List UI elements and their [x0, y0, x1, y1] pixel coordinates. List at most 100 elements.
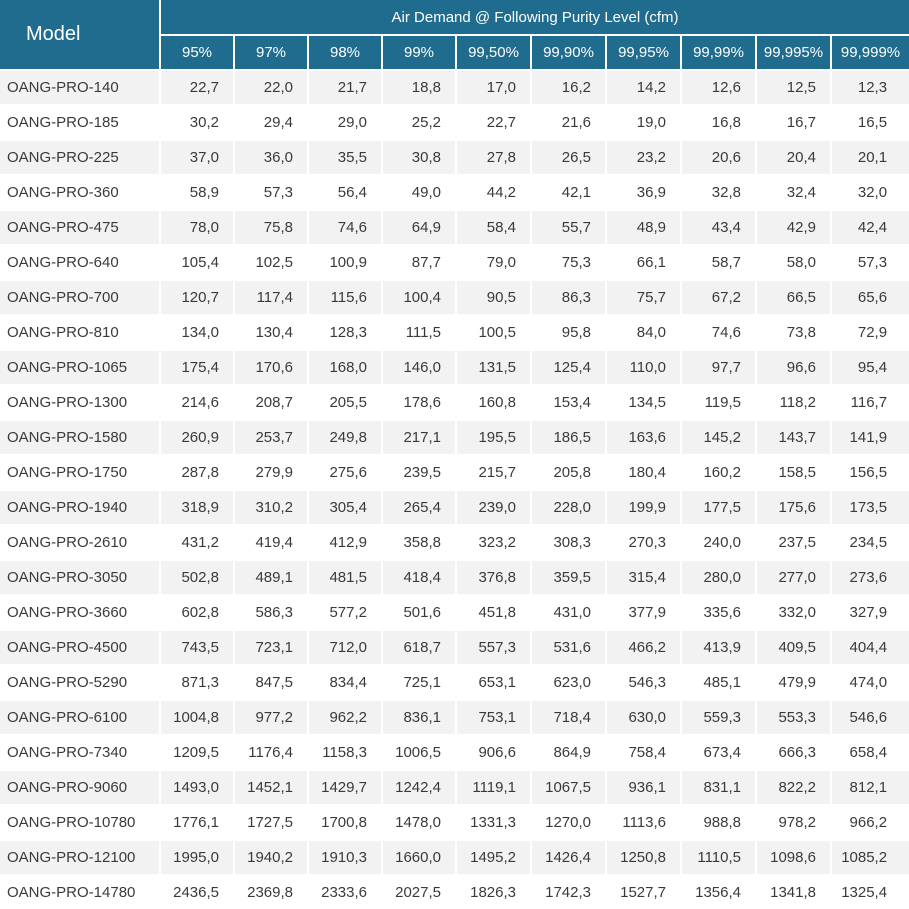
air-demand-cell: 280,0 [682, 559, 757, 594]
air-demand-cell: 559,3 [682, 699, 757, 734]
air-demand-cell: 55,7 [532, 209, 607, 244]
model-cell: OANG-PRO-140 [0, 69, 161, 104]
air-demand-cell: 1085,2 [832, 839, 909, 874]
air-demand-cell: 21,7 [309, 69, 383, 104]
model-cell: OANG-PRO-7340 [0, 734, 161, 769]
air-demand-cell: 557,3 [457, 629, 532, 664]
air-demand-cell: 30,2 [161, 104, 235, 139]
model-cell: OANG-PRO-700 [0, 279, 161, 314]
purity-level-header: 97% [235, 36, 309, 69]
air-demand-cell: 56,4 [309, 174, 383, 209]
air-demand-cell: 323,2 [457, 524, 532, 559]
air-demand-cell: 1113,6 [607, 804, 682, 839]
air-demand-cell: 260,9 [161, 419, 235, 454]
air-demand-cell: 120,7 [161, 279, 235, 314]
air-demand-cell: 12,5 [757, 69, 832, 104]
air-demand-cell: 58,9 [161, 174, 235, 209]
air-demand-cell: 119,5 [682, 384, 757, 419]
air-demand-cell: 100,9 [309, 244, 383, 279]
table-row: OANG-PRO-360 58,9 57,3 56,4 49,0 44,2 42,1 36,9… [0, 174, 909, 209]
air-demand-cell: 37,0 [161, 139, 235, 174]
air-demand-cell: 327,9 [832, 594, 909, 629]
table-row: OANG-PRO-700 120,7 117,4 115,6 100,4 90,5 86,3… [0, 279, 909, 314]
air-demand-cell: 105,4 [161, 244, 235, 279]
air-demand-cell: 72,9 [832, 314, 909, 349]
air-demand-cell: 618,7 [383, 629, 457, 664]
air-demand-cell: 1426,4 [532, 839, 607, 874]
table-row: OANG-PRO-1300 214,6 208,7 205,5 178,6 160,8 15… [0, 384, 909, 419]
air-demand-cell: 153,4 [532, 384, 607, 419]
air-demand-cell: 22,0 [235, 69, 309, 104]
air-demand-cell: 87,7 [383, 244, 457, 279]
air-demand-cell: 175,6 [757, 489, 832, 524]
purity-group-header: Air Demand @ Following Purity Level (cfm… [161, 0, 909, 36]
model-cell: OANG-PRO-3660 [0, 594, 161, 629]
model-cell: OANG-PRO-1300 [0, 384, 161, 419]
air-demand-cell: 1119,1 [457, 769, 532, 804]
air-demand-cell: 1660,0 [383, 839, 457, 874]
model-cell: OANG-PRO-2610 [0, 524, 161, 559]
table-row: OANG-PRO-1580 260,9 253,7 249,8 217,1 195,5 18… [0, 419, 909, 454]
air-demand-cell: 195,5 [457, 419, 532, 454]
air-demand-cell: 134,5 [607, 384, 682, 419]
air-demand-cell: 1004,8 [161, 699, 235, 734]
air-demand-cell: 978,2 [757, 804, 832, 839]
air-demand-cell: 79,0 [457, 244, 532, 279]
air-demand-cell: 29,0 [309, 104, 383, 139]
air-demand-cell: 65,6 [832, 279, 909, 314]
air-demand-cell: 966,2 [832, 804, 909, 839]
model-cell: OANG-PRO-1940 [0, 489, 161, 524]
air-demand-cell: 158,5 [757, 454, 832, 489]
air-demand-cell: 116,7 [832, 384, 909, 419]
air-demand-cell: 718,4 [532, 699, 607, 734]
air-demand-cell: 315,4 [607, 559, 682, 594]
air-demand-cell: 546,6 [832, 699, 909, 734]
model-cell: OANG-PRO-1065 [0, 349, 161, 384]
air-demand-cell: 1209,5 [161, 734, 235, 769]
model-cell: OANG-PRO-10780 [0, 804, 161, 839]
air-demand-cell: 100,5 [457, 314, 532, 349]
table-row: OANG-PRO-1750 287,8 279,9 275,6 239,5 215,7 20… [0, 454, 909, 489]
purity-level-header: 95% [161, 36, 235, 69]
air-demand-cell: 249,8 [309, 419, 383, 454]
model-cell: OANG-PRO-640 [0, 244, 161, 279]
air-demand-cell: 1478,0 [383, 804, 457, 839]
air-demand-cell: 431,2 [161, 524, 235, 559]
air-demand-cell: 413,9 [682, 629, 757, 664]
air-demand-cell: 1776,1 [161, 804, 235, 839]
air-demand-cell: 14,2 [607, 69, 682, 104]
air-demand-cell: 553,3 [757, 699, 832, 734]
air-demand-cell: 936,1 [607, 769, 682, 804]
air-demand-cell: 1067,5 [532, 769, 607, 804]
air-demand-cell: 431,0 [532, 594, 607, 629]
model-cell: OANG-PRO-225 [0, 139, 161, 174]
air-demand-cell: 1158,3 [309, 734, 383, 769]
table-row: OANG-PRO-2610 431,2 419,4 412,9 358,8 323,2 30… [0, 524, 909, 559]
table-row: OANG-PRO-6100 1004,8 977,2 962,2 836,1 753,1 7… [0, 699, 909, 734]
air-demand-cell: 962,2 [309, 699, 383, 734]
air-demand-cell: 743,5 [161, 629, 235, 664]
air-demand-cell: 67,2 [682, 279, 757, 314]
model-cell: OANG-PRO-3050 [0, 559, 161, 594]
air-demand-cell: 32,0 [832, 174, 909, 209]
air-demand-cell: 177,5 [682, 489, 757, 524]
air-demand-cell: 156,5 [832, 454, 909, 489]
air-demand-cell: 419,4 [235, 524, 309, 559]
model-cell: OANG-PRO-360 [0, 174, 161, 209]
air-demand-cell: 22,7 [457, 104, 532, 139]
air-demand-cell: 864,9 [532, 734, 607, 769]
air-demand-cell: 305,4 [309, 489, 383, 524]
air-demand-cell: 90,5 [457, 279, 532, 314]
air-demand-cell: 141,9 [832, 419, 909, 454]
air-demand-cell: 577,2 [309, 594, 383, 629]
air-demand-cell: 23,2 [607, 139, 682, 174]
air-demand-cell: 630,0 [607, 699, 682, 734]
air-demand-cell: 1341,8 [757, 874, 832, 909]
air-demand-cell: 1110,5 [682, 839, 757, 874]
air-demand-cell: 812,1 [832, 769, 909, 804]
air-demand-cell: 186,5 [532, 419, 607, 454]
air-demand-cell: 277,0 [757, 559, 832, 594]
air-demand-cell: 199,9 [607, 489, 682, 524]
air-demand-cell: 64,9 [383, 209, 457, 244]
air-demand-cell: 502,8 [161, 559, 235, 594]
